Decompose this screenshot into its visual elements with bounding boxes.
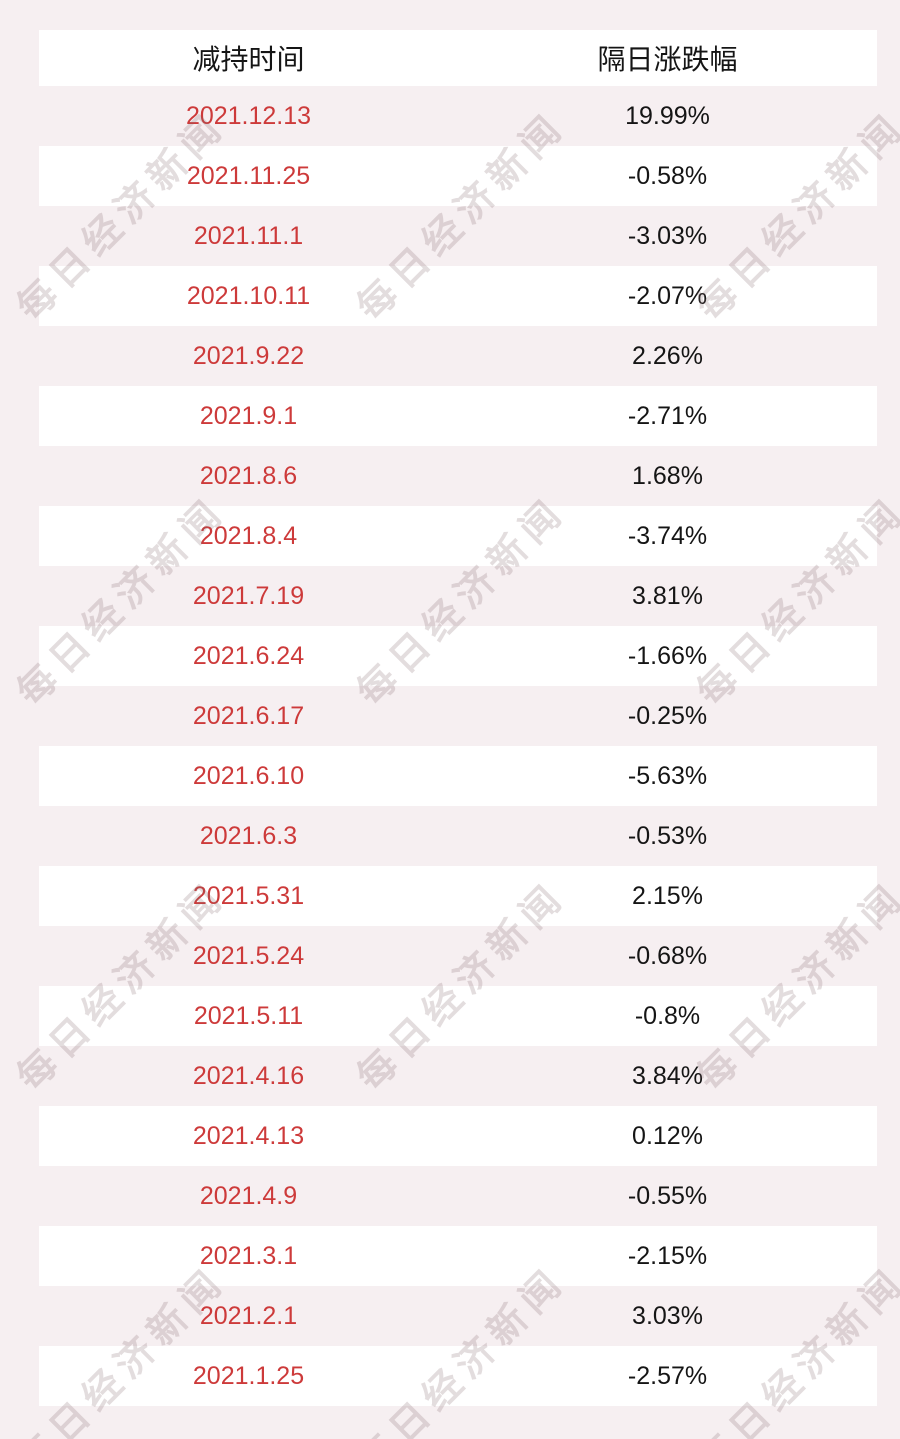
reduction-table: 减持时间 隔日涨跌幅 2021.12.13 19.99% 2021.11.25 -0.… (39, 30, 877, 1406)
date-cell: 2021.5.31 (192, 881, 305, 910)
change-cell: -0.8% (634, 1001, 701, 1030)
table-row: 2021.5.31 2.15% (39, 866, 877, 926)
change-cell: -2.71% (627, 401, 708, 430)
date-cell: 2021.6.17 (192, 701, 305, 730)
change-cell: -3.74% (627, 521, 708, 550)
change-cell: -0.68% (627, 941, 708, 970)
change-cell: -1.66% (627, 641, 708, 670)
table-row: 2021.8.4 -3.74% (39, 506, 877, 566)
change-cell: -0.58% (627, 161, 708, 190)
date-cell: 2021.7.19 (192, 581, 305, 610)
table-row: 2021.4.13 0.12% (39, 1106, 877, 1166)
date-cell: 2021.6.3 (199, 821, 298, 850)
date-cell: 2021.4.16 (192, 1061, 305, 1090)
change-cell: 3.81% (632, 581, 703, 610)
change-cell: -2.57% (627, 1361, 708, 1390)
change-cell: 19.99% (625, 101, 710, 130)
table-row: 2021.5.24 -0.68% (39, 926, 877, 986)
table-row: 2021.11.25 -0.58% (39, 146, 877, 206)
date-cell: 2021.1.25 (192, 1361, 305, 1390)
table-row: 2021.2.1 3.03% (39, 1286, 877, 1346)
date-cell: 2021.6.24 (192, 641, 305, 670)
change-cell: 2.26% (632, 341, 703, 370)
change-cell: -3.03% (627, 221, 708, 250)
table-header-row: 减持时间 隔日涨跌幅 (39, 30, 877, 86)
table-row: 2021.9.1 -2.71% (39, 386, 877, 446)
date-cell: 2021.6.10 (192, 761, 305, 790)
change-cell: 1.68% (632, 461, 703, 490)
table-row: 2021.6.3 -0.53% (39, 806, 877, 866)
table-row: 2021.10.11 -2.07% (39, 266, 877, 326)
date-cell: 2021.12.13 (185, 101, 312, 130)
date-cell: 2021.5.24 (192, 941, 305, 970)
table-row: 2021.9.22 2.26% (39, 326, 877, 386)
change-cell: 3.84% (632, 1061, 703, 1090)
table-row: 2021.6.17 -0.25% (39, 686, 877, 746)
date-cell: 2021.9.1 (199, 401, 298, 430)
change-cell: 2.15% (632, 881, 703, 910)
table-row: 2021.11.1 -3.03% (39, 206, 877, 266)
change-cell: -5.63% (627, 761, 708, 790)
date-cell: 2021.8.4 (199, 521, 298, 550)
table-row: 2021.1.25 -2.57% (39, 1346, 877, 1406)
table-row: 2021.7.19 3.81% (39, 566, 877, 626)
change-cell: -2.15% (627, 1241, 708, 1270)
table-row: 2021.4.16 3.84% (39, 1046, 877, 1106)
date-cell: 2021.5.11 (193, 1001, 304, 1030)
table-row: 2021.6.24 -1.66% (39, 626, 877, 686)
table-row: 2021.12.13 19.99% (39, 86, 877, 146)
table-row: 2021.6.10 -5.63% (39, 746, 877, 806)
date-cell: 2021.11.25 (186, 161, 311, 190)
change-cell: -0.25% (627, 701, 708, 730)
change-cell: -0.53% (627, 821, 708, 850)
date-cell: 2021.8.6 (199, 461, 298, 490)
header-next-day-change: 隔日涨跌幅 (597, 44, 738, 75)
date-cell: 2021.10.11 (186, 281, 311, 310)
date-cell: 2021.4.9 (199, 1181, 298, 1210)
change-cell: -0.55% (627, 1181, 708, 1210)
date-cell: 2021.2.1 (199, 1301, 298, 1330)
change-cell: 3.03% (632, 1301, 703, 1330)
date-cell: 2021.4.13 (192, 1121, 305, 1150)
table-row: 2021.8.6 1.68% (39, 446, 877, 506)
table-row: 2021.4.9 -0.55% (39, 1166, 877, 1226)
date-cell: 2021.11.1 (193, 221, 304, 250)
change-cell: 0.12% (632, 1121, 703, 1150)
date-cell: 2021.9.22 (192, 341, 305, 370)
header-reduction-time: 减持时间 (192, 44, 305, 75)
date-cell: 2021.3.1 (199, 1241, 298, 1270)
table-row: 2021.5.11 -0.8% (39, 986, 877, 1046)
change-cell: -2.07% (627, 281, 708, 310)
table-body: 2021.12.13 19.99% 2021.11.25 -0.58% 2021.11.… (39, 86, 877, 1406)
table-row: 2021.3.1 -2.15% (39, 1226, 877, 1286)
